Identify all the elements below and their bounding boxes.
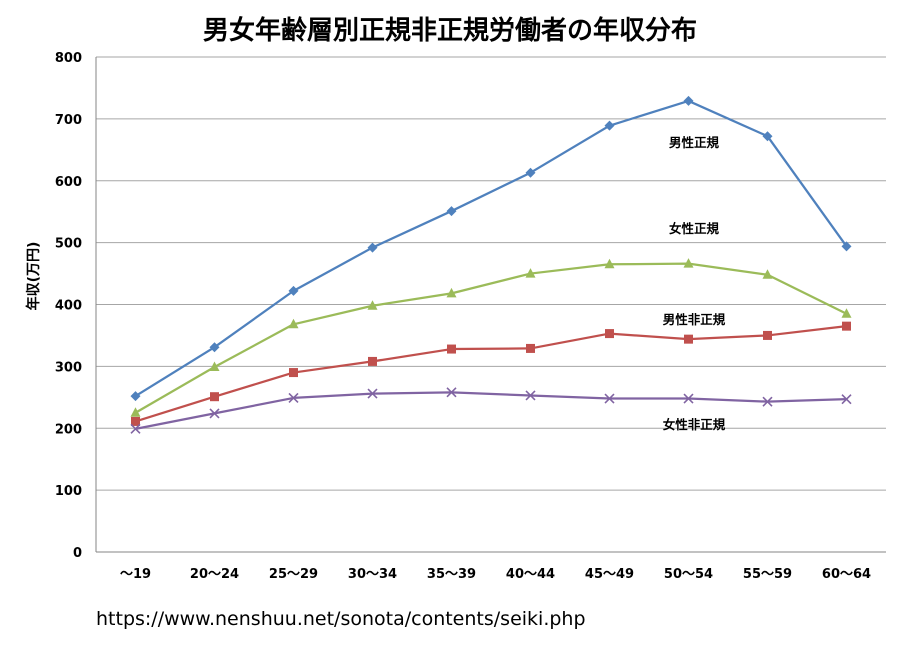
y-tick-label: 0 [73,546,82,561]
y-axis-label: 年収(万円) [25,242,42,311]
data-point [762,269,773,279]
data-point [288,392,299,403]
series-3 [130,387,852,434]
y-tick-label: 200 [55,422,82,437]
x-tick-labels: ～19 20～24 25～29 30～34 35～39 40～44 45～49 50～54 55… [120,567,871,582]
data-point [762,396,773,407]
source-url: https://www.nenshuu.net/sonota/contents/… [96,608,586,630]
data-point [605,329,614,339]
data-point [763,330,772,340]
data-point [604,120,615,131]
series-line [134,99,848,398]
series-0 [130,95,852,402]
y-tick-labels: 0 100 200 300 400 500 600 700 800 [55,51,82,561]
data-point [209,361,220,371]
data-point [209,408,220,419]
series-annotation: 女性非正規 [663,417,726,432]
x-tick-label: 60～64 [822,567,871,582]
data-point [683,95,694,106]
data-point [367,242,378,253]
series-2 [131,321,851,426]
data-point [683,393,694,404]
x-tick-label: 50～54 [664,567,713,582]
y-tick-label: 600 [55,175,82,190]
data-point [446,206,457,217]
data-point [604,393,615,404]
data-point [841,308,852,318]
data-point [367,388,378,399]
x-tick-label: 35～39 [427,567,476,582]
data-point [684,334,693,344]
x-tick-label: 30～34 [348,567,397,582]
data-point [130,391,141,402]
series-lines [130,95,852,434]
y-tick-label: 300 [55,360,82,375]
data-point [367,300,378,310]
y-tick-label: 100 [55,484,82,499]
y-tick-label: 400 [55,299,82,314]
data-point [841,394,852,405]
x-tick-label: 40～44 [506,567,555,582]
data-point [446,387,457,398]
axes [95,57,886,553]
data-point [289,368,298,378]
data-point [762,131,773,142]
data-point [841,241,852,252]
data-point [525,390,536,401]
series-line [135,325,847,423]
grid-lines [96,56,886,491]
data-point [842,321,851,331]
data-point [525,268,536,278]
data-point [526,343,535,353]
data-point [130,407,141,417]
x-tick-label: 55～59 [743,567,792,582]
data-point [525,167,536,178]
data-point [131,416,140,426]
data-point [210,392,219,402]
data-point [288,318,299,329]
series-annotation: 男性正規 [669,135,720,150]
data-point [447,344,456,354]
y-tick-label: 500 [55,237,82,252]
series-annotation: 女性正規 [669,221,720,236]
chart-title: 男女年齢層別正規非正規労働者の年収分布 [202,16,697,46]
y-tick-label: 700 [55,113,82,128]
data-point [288,285,299,296]
data-point [368,356,377,366]
x-tick-label: 45～49 [585,567,634,582]
data-point [130,423,141,434]
series-line [135,391,847,430]
x-tick-label: 25～29 [269,567,318,582]
data-point [683,258,694,268]
x-tick-label: 20～24 [190,567,239,582]
data-point [446,287,457,298]
data-point [209,342,220,353]
data-point [604,258,615,269]
x-tick-label: ～19 [120,567,151,582]
series-1 [130,258,852,417]
series-line [134,262,847,414]
y-tick-label: 800 [55,51,82,66]
series-annotation: 男性非正規 [663,312,726,327]
